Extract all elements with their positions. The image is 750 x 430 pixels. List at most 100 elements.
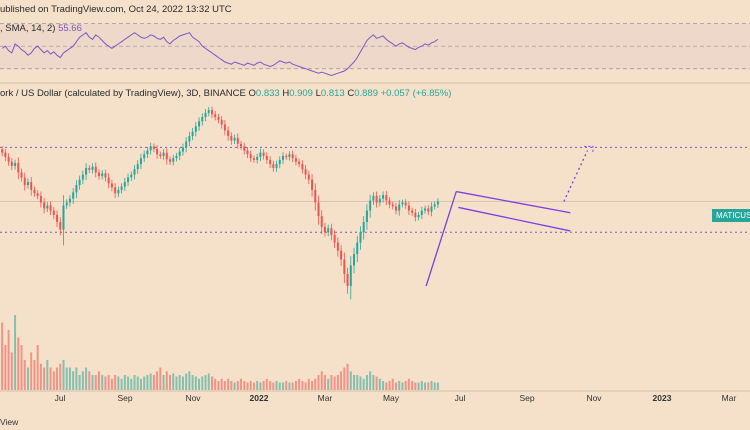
- candle-body: [424, 208, 427, 211]
- candle-body: [288, 154, 291, 158]
- candle-body: [433, 204, 436, 207]
- candle-body: [385, 195, 388, 201]
- candle-body: [88, 167, 91, 170]
- volume-bar: [375, 376, 378, 390]
- high-label: H: [282, 88, 290, 99]
- volume-bar: [217, 381, 220, 390]
- candle-body: [52, 210, 55, 215]
- time-axis-label: May: [382, 393, 400, 403]
- candle-body: [252, 158, 255, 160]
- candle-body: [285, 155, 288, 158]
- volume-bar: [401, 382, 404, 390]
- flag-lower-line: [458, 206, 571, 232]
- candle-body: [136, 164, 139, 170]
- volume-bar: [120, 378, 123, 390]
- volume-bar: [230, 381, 233, 390]
- volume-bar: [353, 375, 356, 390]
- volume-bar: [30, 352, 33, 390]
- volume-bar: [291, 382, 294, 390]
- candle-body: [85, 167, 88, 175]
- rsi-legend: , SMA, 14, 2) 55.66: [0, 23, 82, 34]
- volume-bar: [314, 378, 317, 390]
- volume-bar: [281, 382, 284, 390]
- flag-upper-line: [456, 190, 571, 214]
- volume-bar: [333, 376, 336, 390]
- volume-bar: [378, 378, 381, 390]
- candle-body: [240, 143, 243, 147]
- volume-bar: [307, 378, 310, 390]
- time-axis-label: Sep: [117, 393, 133, 403]
- volume-bar: [385, 382, 388, 390]
- volume-bar: [249, 381, 252, 390]
- volume-bar: [417, 382, 420, 390]
- volume-bar: [107, 375, 110, 390]
- volume-bar: [81, 371, 84, 390]
- candle-body: [220, 119, 223, 125]
- candle-body: [33, 189, 36, 194]
- candle-body: [340, 250, 343, 260]
- candle-body: [327, 228, 330, 233]
- volume-bar: [372, 375, 375, 390]
- candle-body: [188, 136, 191, 142]
- candle-body: [198, 121, 201, 127]
- open-label: O: [248, 88, 256, 99]
- volume-bar: [123, 375, 126, 390]
- candle-body: [278, 159, 281, 165]
- candle-body: [123, 181, 126, 187]
- volume-bar: [252, 382, 255, 390]
- candle-body: [181, 147, 184, 152]
- volume-bar: [136, 376, 139, 390]
- volume-bar: [169, 375, 172, 390]
- volume-bar: [404, 381, 407, 390]
- change-value: +0.057 (+6.85%): [380, 88, 452, 99]
- rsi-line: [1, 32, 439, 77]
- time-axis-label: Nov: [185, 393, 201, 403]
- volume-bar: [101, 375, 104, 390]
- candle-body: [4, 152, 7, 158]
- candle-body: [281, 155, 284, 160]
- volume-bar: [143, 376, 146, 390]
- volume-bar: [388, 381, 391, 390]
- volume-bar: [330, 375, 333, 390]
- candle-body: [17, 162, 20, 173]
- volume-bar: [430, 381, 433, 390]
- volume-bar: [7, 330, 10, 390]
- candle-body: [152, 146, 155, 149]
- candle-body: [394, 206, 397, 211]
- candle-body: [246, 150, 249, 155]
- volume-bar: [207, 373, 210, 390]
- volume-bar: [278, 382, 281, 390]
- volume-bar: [175, 376, 178, 390]
- candle-body: [26, 181, 29, 186]
- candle-body: [304, 169, 307, 175]
- volume-bar: [391, 378, 394, 390]
- volume-bar: [246, 382, 249, 390]
- close-value: 0.889: [354, 88, 378, 99]
- volume-bar: [243, 381, 246, 390]
- volume-bar: [26, 367, 29, 390]
- volume-bar: [72, 371, 75, 390]
- volume-bar: [62, 360, 65, 390]
- candle-body: [143, 154, 146, 159]
- volume-bar: [97, 371, 100, 390]
- volume-bar: [185, 373, 188, 390]
- candle-body: [411, 210, 414, 213]
- volume-bar: [78, 375, 81, 390]
- candle-body: [311, 179, 314, 190]
- candle-body: [398, 204, 401, 211]
- volume-bar: [240, 378, 243, 390]
- candle-body: [391, 204, 394, 207]
- volume-bar: [398, 381, 401, 390]
- volume-bar: [133, 375, 136, 390]
- candle-body: [294, 158, 297, 162]
- candle-body: [97, 172, 100, 177]
- candle-body: [81, 174, 84, 180]
- candle-body: [275, 164, 278, 168]
- candle-body: [343, 259, 346, 274]
- candle-body: [36, 193, 39, 196]
- candle-body: [301, 164, 304, 170]
- volume-bar: [56, 367, 59, 390]
- candle-body: [372, 195, 375, 201]
- candle-body: [94, 166, 97, 173]
